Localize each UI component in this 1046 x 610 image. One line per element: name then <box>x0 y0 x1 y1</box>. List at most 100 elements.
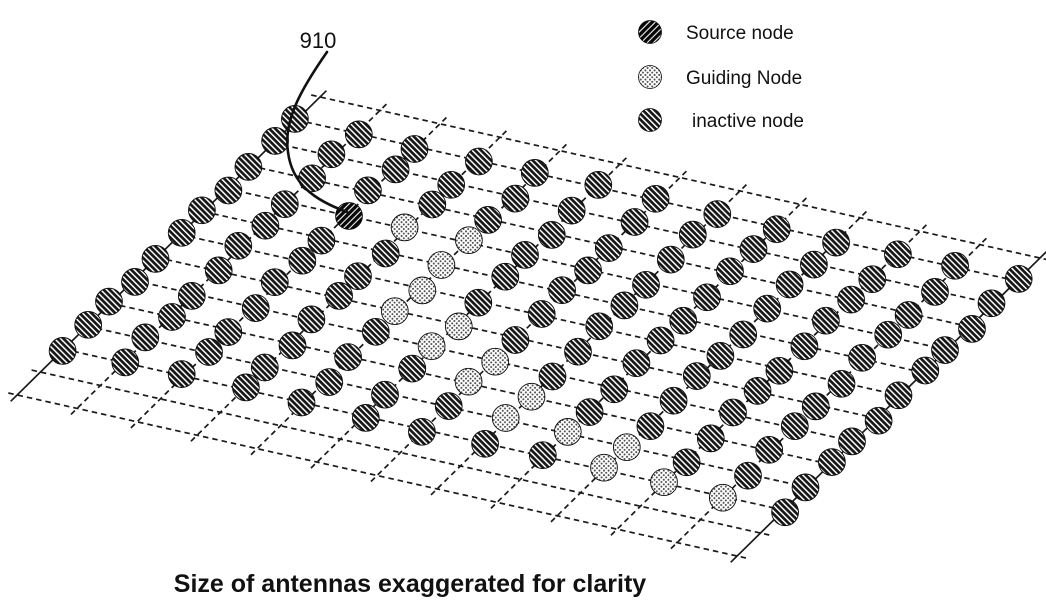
antenna-node-inactive <box>921 278 949 306</box>
antenna-node-guiding <box>612 433 641 462</box>
antenna-node-inactive <box>158 303 186 331</box>
antenna-node-inactive <box>241 294 270 322</box>
antenna-node-inactive <box>755 435 784 464</box>
antenna-node-inactive <box>977 289 1006 318</box>
legend-item-guiding: Guiding Node <box>638 65 802 89</box>
antenna-node-inactive <box>636 412 665 441</box>
source-node-swatch-icon <box>638 20 662 44</box>
antenna-node-inactive <box>400 135 429 163</box>
guiding-node-swatch-icon <box>638 65 662 89</box>
antenna-node-inactive <box>234 153 263 181</box>
antenna-node-inactive <box>548 276 576 305</box>
antenna-node-inactive <box>884 240 912 269</box>
antenna-node-guiding <box>650 468 678 497</box>
antenna-node-inactive <box>408 417 436 446</box>
antenna-node-inactive <box>706 342 735 370</box>
antenna-node-inactive <box>434 392 463 420</box>
antenna-node-inactive <box>719 398 747 427</box>
grid-line <box>430 183 747 496</box>
antenna-node-inactive <box>864 406 893 435</box>
antenna-node-guiding <box>444 312 473 341</box>
antenna-node-inactive <box>317 140 346 169</box>
antenna-nodes <box>48 105 1033 527</box>
antenna-node-inactive <box>696 424 725 453</box>
antenna-node-inactive <box>288 246 317 275</box>
antenna-node-guiding <box>708 483 737 512</box>
antenna-node-inactive <box>298 164 326 193</box>
antenna-node-inactive <box>646 326 675 355</box>
antenna-node-inactive <box>585 312 614 341</box>
antenna-node-inactive <box>716 257 744 286</box>
antenna-node-inactive <box>214 176 243 205</box>
inactive-node-swatch-icon <box>638 108 662 132</box>
antenna-node-inactive <box>361 317 390 346</box>
antenna-node-inactive <box>610 291 639 320</box>
antenna-node-inactive <box>931 336 959 364</box>
antenna-node-inactive <box>734 461 762 490</box>
antenna-node-inactive <box>622 349 651 378</box>
antenna-node-guiding <box>590 453 618 482</box>
antenna-node-inactive <box>801 392 830 421</box>
antenna-node-guiding <box>380 297 409 326</box>
grid-line <box>670 237 987 550</box>
antenna-node-inactive <box>762 215 791 244</box>
antenna-node-inactive <box>575 398 604 426</box>
antenna-node-inactive <box>620 208 649 236</box>
antenna-node-inactive <box>325 282 353 310</box>
antenna-node-inactive <box>121 268 149 296</box>
grid-line <box>550 210 867 523</box>
grid-line <box>370 170 687 483</box>
antenna-node-guiding <box>491 404 520 432</box>
pointer-curve-910 <box>285 50 349 214</box>
antenna-node-inactive <box>1004 265 1033 293</box>
antenna-node-inactive <box>600 375 629 404</box>
antenna-node-guiding <box>408 276 437 305</box>
antenna-node-inactive <box>584 171 613 199</box>
antenna-node-inactive <box>437 170 466 199</box>
antenna-node-inactive <box>743 377 772 405</box>
antenna-node-inactive <box>74 310 103 339</box>
antenna-node-inactive <box>95 287 123 316</box>
antenna-node-inactive <box>791 473 820 502</box>
antenna-node-inactive <box>771 498 799 527</box>
antenna-node-inactive <box>678 220 707 249</box>
legend-item-inactive: inactive node <box>638 108 804 132</box>
grid-line <box>490 197 807 510</box>
figure-caption: Size of antennas exaggerated for clarity <box>174 570 646 598</box>
antenna-node-inactive <box>874 320 903 349</box>
antenna-node-inactive <box>167 360 196 388</box>
antenna-node-inactive <box>894 301 923 329</box>
antenna-node-inactive <box>564 337 592 366</box>
antenna-node-inactive <box>520 159 549 187</box>
grid-line <box>70 103 387 416</box>
antenna-node-inactive <box>501 326 530 354</box>
grid-line <box>610 224 927 537</box>
antenna-node-inactive <box>287 388 316 417</box>
antenna-node-inactive <box>250 353 279 382</box>
antenna-node-inactive <box>501 184 530 213</box>
antenna-node-inactive <box>911 356 940 385</box>
reference-label-910: 910 <box>300 28 337 53</box>
antenna-node-inactive <box>307 226 336 255</box>
antenna-node-inactive <box>351 404 380 432</box>
antenna-node-inactive <box>641 184 670 213</box>
antenna-node-inactive <box>204 256 233 285</box>
antenna-node-inactive <box>344 262 372 291</box>
antenna-node-inactive <box>398 354 427 383</box>
antenna-node-inactive <box>381 155 410 184</box>
antenna-node-inactive <box>693 283 721 312</box>
antenna-node-inactive <box>659 386 688 415</box>
antenna-node-inactive <box>232 373 260 402</box>
antenna-node-inactive <box>838 427 866 456</box>
antenna-node-inactive <box>48 337 77 365</box>
antenna-node-guiding <box>427 251 456 279</box>
antenna-node-inactive <box>131 323 160 352</box>
antenna-node-inactive <box>812 306 840 335</box>
grid-line <box>310 157 627 470</box>
antenna-node-guiding <box>553 418 582 446</box>
legend-label-source: Source node <box>686 23 794 44</box>
legend: Source node Guiding Node inactive node <box>638 20 804 132</box>
antenna-node-inactive <box>765 356 794 385</box>
antenna-node-inactive <box>557 196 586 225</box>
